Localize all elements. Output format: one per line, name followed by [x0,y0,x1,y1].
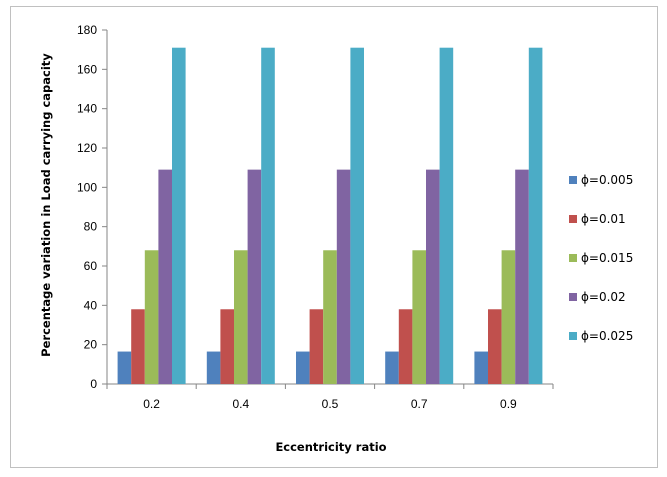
bar [220,309,234,384]
x-tick-label: 0.5 [322,397,339,411]
bar [172,47,186,384]
x-axis-ticks: 0.2 0.4 0.5 0.7 0.9 [106,384,554,411]
bar [309,309,324,384]
bar [528,47,543,384]
bar [412,250,426,384]
bar [515,169,529,384]
y-axis-title: Percentage variation in Load carrying ca… [39,53,53,357]
legend-label: ϕ=0.015 [581,251,633,265]
bar [261,47,275,384]
y-axis-ticks: 0 20 40 60 80 100 120 140 160 180 [77,23,107,391]
legend-swatch [569,254,577,262]
bar [234,250,248,384]
bar [336,169,351,384]
x-tick-label: 0.7 [411,397,428,411]
y-tick-label: 140 [77,102,97,116]
legend-swatch [569,176,577,184]
y-tick-label: 120 [77,141,97,155]
legend-label: ϕ=0.005 [581,173,633,187]
y-tick-label: 160 [77,62,97,76]
legend-swatch [569,332,577,340]
y-tick-label: 100 [77,180,97,194]
bar [385,351,399,384]
bar [398,309,413,384]
bar [323,250,337,384]
bar [158,169,172,384]
y-tick-label: 180 [77,23,97,37]
bar [439,47,454,384]
legend: ϕ=0.005 ϕ=0.01 ϕ=0.015 ϕ=0.02 ϕ=0.025 [569,173,633,343]
legend-swatch [569,215,577,223]
x-tick-label: 0.2 [143,397,160,411]
x-tick-label: 0.9 [500,397,517,411]
y-tick-label: 60 [84,259,98,273]
bar [350,47,364,384]
bar [144,250,159,384]
bar [474,351,488,384]
y-tick-label: 80 [84,220,98,234]
bar [117,351,132,384]
chart-area [10,6,658,468]
legend-swatch [569,293,577,301]
y-tick-label: 40 [84,298,98,312]
bar [426,169,440,384]
bar [501,250,516,384]
y-tick-label: 0 [90,377,97,391]
bar [247,169,262,384]
legend-label: ϕ=0.01 [581,212,626,226]
bar [488,309,502,384]
bar [131,309,145,384]
legend-label: ϕ=0.02 [581,290,626,304]
legend-label: ϕ=0.025 [581,329,633,343]
x-tick-label: 0.4 [232,397,249,411]
x-axis-title: Eccentricity ratio [275,440,386,454]
bar [296,351,310,384]
bars [117,47,543,384]
y-tick-label: 20 [84,338,98,352]
bar [206,351,221,384]
